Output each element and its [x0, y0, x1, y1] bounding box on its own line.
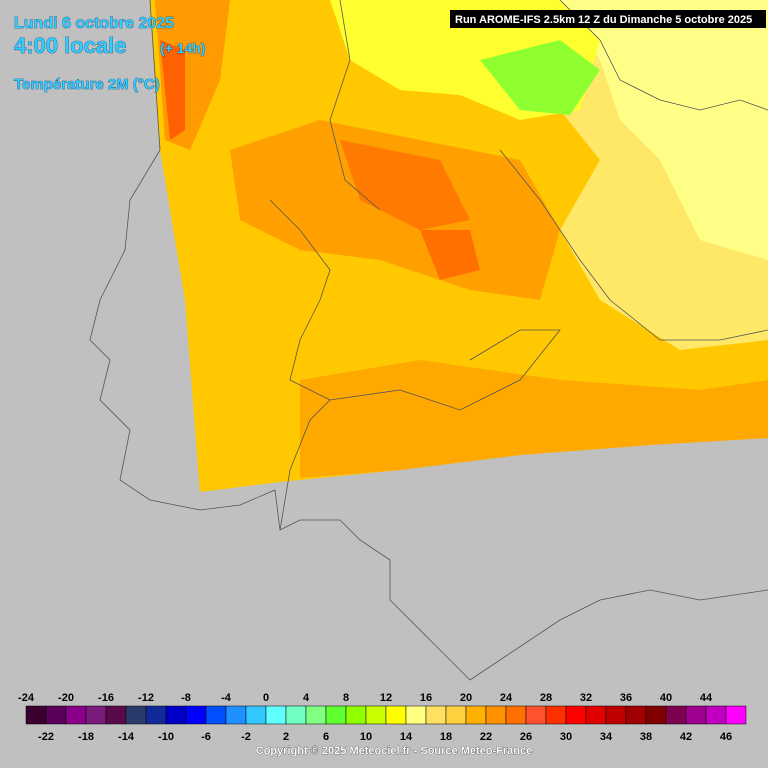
colorbar-swatch	[185, 705, 207, 725]
colorbar-label: 18	[440, 731, 452, 743]
field-light-yellow	[560, 0, 768, 260]
colorbar-label: 6	[323, 731, 329, 743]
colorbar-swatch	[565, 705, 587, 725]
colorbar-swatch	[505, 705, 527, 725]
colorbar-label: -22	[38, 731, 54, 743]
region-border	[499, 149, 768, 341]
colorbar-label: 36	[620, 692, 632, 704]
colorbar-label: -10	[158, 731, 174, 743]
colorbar-swatch	[485, 705, 507, 725]
region-border	[329, 0, 381, 211]
colorbar-swatch	[545, 705, 567, 725]
colorbar-swatch	[405, 705, 427, 725]
colorbar-label: -14	[118, 731, 135, 743]
colorbar-swatch	[345, 705, 367, 725]
borders	[89, 0, 768, 681]
run-label: Run AROME-IFS 2.5km 12 Z du Dimanche 5 o…	[455, 14, 752, 26]
colorbar-label: 38	[640, 731, 652, 743]
date-label: Lundi 6 octobre 2025	[14, 15, 174, 32]
colorbar-label: -12	[138, 692, 154, 704]
colorbar-swatch	[625, 705, 647, 725]
colorbar-swatch	[105, 705, 127, 725]
coastline	[89, 0, 768, 681]
colorbar-label: 0	[263, 692, 269, 704]
colorbar-label: 34	[600, 731, 613, 743]
colorbar-swatch	[165, 705, 187, 725]
colorbar-swatch	[645, 705, 667, 725]
region-border	[559, 0, 768, 111]
colorbar-swatch	[45, 705, 67, 725]
colorbar-swatch	[305, 705, 327, 725]
region-border	[329, 329, 561, 411]
field-coast-dark	[160, 40, 185, 140]
colorbar-swatch	[425, 705, 447, 725]
colorbar-label: 8	[343, 692, 349, 704]
colorbar-swatch	[525, 705, 547, 725]
colorbar-label: 28	[540, 692, 552, 704]
colorbar-label: -20	[58, 692, 74, 704]
colorbar-swatch	[125, 705, 147, 725]
colorbar-label: 10	[360, 731, 372, 743]
run-box	[450, 10, 766, 28]
colorbar-swatch	[725, 705, 747, 725]
colorbar-swatch	[285, 705, 307, 725]
colorbar-swatch	[685, 705, 707, 725]
colorbar-label: 30	[560, 731, 572, 743]
colorbar-label: 42	[680, 731, 692, 743]
colorbar-label: 12	[380, 692, 392, 704]
colorbar-label: -24	[18, 692, 35, 704]
field-orange-south	[300, 360, 768, 478]
copyright: Copyright © 2025 Meteociel.fr - Source M…	[256, 745, 532, 757]
colorbar-label: 26	[520, 731, 532, 743]
field-dark-orange	[340, 140, 470, 230]
colorbar-label: -8	[181, 692, 191, 704]
colorbar-label: 14	[400, 731, 413, 743]
colorbar-label: -4	[221, 692, 232, 704]
colorbar: -24 -20 -16 -12 -8 -4 0 4 8 12 16 20 24 28 32 36 40 44-22…	[18, 692, 747, 743]
field-green	[480, 40, 600, 115]
colorbar-swatch	[445, 705, 467, 725]
lead-label: (+ 14h)	[160, 40, 206, 56]
colorbar-swatch	[385, 705, 407, 725]
temperature-field	[150, 0, 768, 492]
colorbar-label: 46	[720, 731, 732, 743]
colorbar-label: 24	[500, 692, 513, 704]
colorbar-swatch	[705, 705, 727, 725]
colorbar-label: -2	[241, 731, 251, 743]
colorbar-label: 22	[480, 731, 492, 743]
colorbar-swatch	[605, 705, 627, 725]
colorbar-swatch	[325, 705, 347, 725]
colorbar-label: 32	[580, 692, 592, 704]
colorbar-swatch	[665, 705, 687, 725]
country-border	[269, 199, 331, 531]
colorbar-label: 4	[303, 692, 310, 704]
colorbar-swatch	[25, 705, 47, 725]
colorbar-label: -6	[201, 731, 211, 743]
colorbar-swatch	[465, 705, 487, 725]
colorbar-label: 20	[460, 692, 472, 704]
field-dark-orange	[420, 230, 480, 280]
colorbar-swatch	[245, 705, 267, 725]
parameter-label: Température 2M (°C)	[14, 76, 160, 93]
colorbar-swatch	[65, 705, 87, 725]
colorbar-swatch	[85, 705, 107, 725]
colorbar-swatch	[145, 705, 167, 725]
colorbar-swatch	[585, 705, 607, 725]
colorbar-swatch	[365, 705, 387, 725]
colorbar-label: 2	[283, 731, 289, 743]
colorbar-label: -18	[78, 731, 94, 743]
colorbar-label: 44	[700, 692, 713, 704]
colorbar-swatch	[225, 705, 247, 725]
colorbar-swatch	[205, 705, 227, 725]
colorbar-label: 40	[660, 692, 672, 704]
colorbar-label: 16	[420, 692, 432, 704]
colorbar-label: -16	[98, 692, 114, 704]
time-label: 4:00 locale	[14, 33, 127, 58]
colorbar-swatch	[265, 705, 287, 725]
